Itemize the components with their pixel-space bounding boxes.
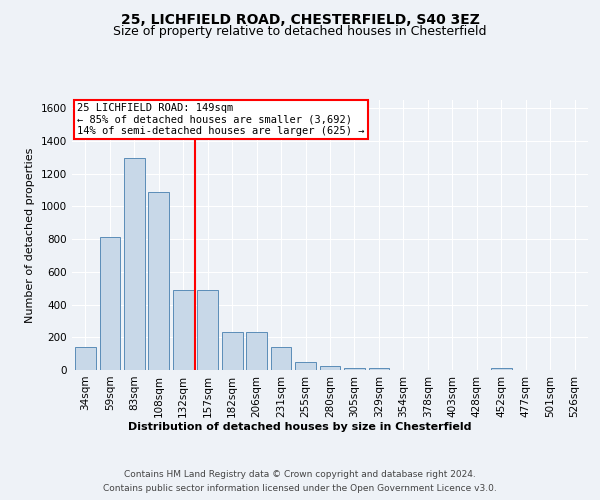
Bar bbox=[100, 236, 120, 370]
Text: Distribution of detached houses by size in Chesterfield: Distribution of detached houses by size … bbox=[128, 422, 472, 432]
Bar bbox=[320, 366, 340, 370]
Bar bbox=[368, 368, 389, 370]
Bar bbox=[271, 347, 292, 370]
Bar bbox=[197, 290, 218, 370]
Bar bbox=[491, 368, 512, 370]
Bar bbox=[344, 368, 365, 370]
Bar bbox=[222, 332, 242, 370]
Text: 25, LICHFIELD ROAD, CHESTERFIELD, S40 3EZ: 25, LICHFIELD ROAD, CHESTERFIELD, S40 3E… bbox=[121, 12, 479, 26]
Bar bbox=[246, 332, 267, 370]
Bar bbox=[124, 158, 145, 370]
Bar bbox=[295, 362, 316, 370]
Text: 25 LICHFIELD ROAD: 149sqm
← 85% of detached houses are smaller (3,692)
14% of se: 25 LICHFIELD ROAD: 149sqm ← 85% of detac… bbox=[77, 102, 365, 136]
Text: Contains public sector information licensed under the Open Government Licence v3: Contains public sector information licen… bbox=[103, 484, 497, 493]
Bar bbox=[75, 347, 96, 370]
Bar bbox=[173, 290, 194, 370]
Bar bbox=[148, 192, 169, 370]
Y-axis label: Number of detached properties: Number of detached properties bbox=[25, 148, 35, 322]
Text: Size of property relative to detached houses in Chesterfield: Size of property relative to detached ho… bbox=[113, 25, 487, 38]
Text: Contains HM Land Registry data © Crown copyright and database right 2024.: Contains HM Land Registry data © Crown c… bbox=[124, 470, 476, 479]
